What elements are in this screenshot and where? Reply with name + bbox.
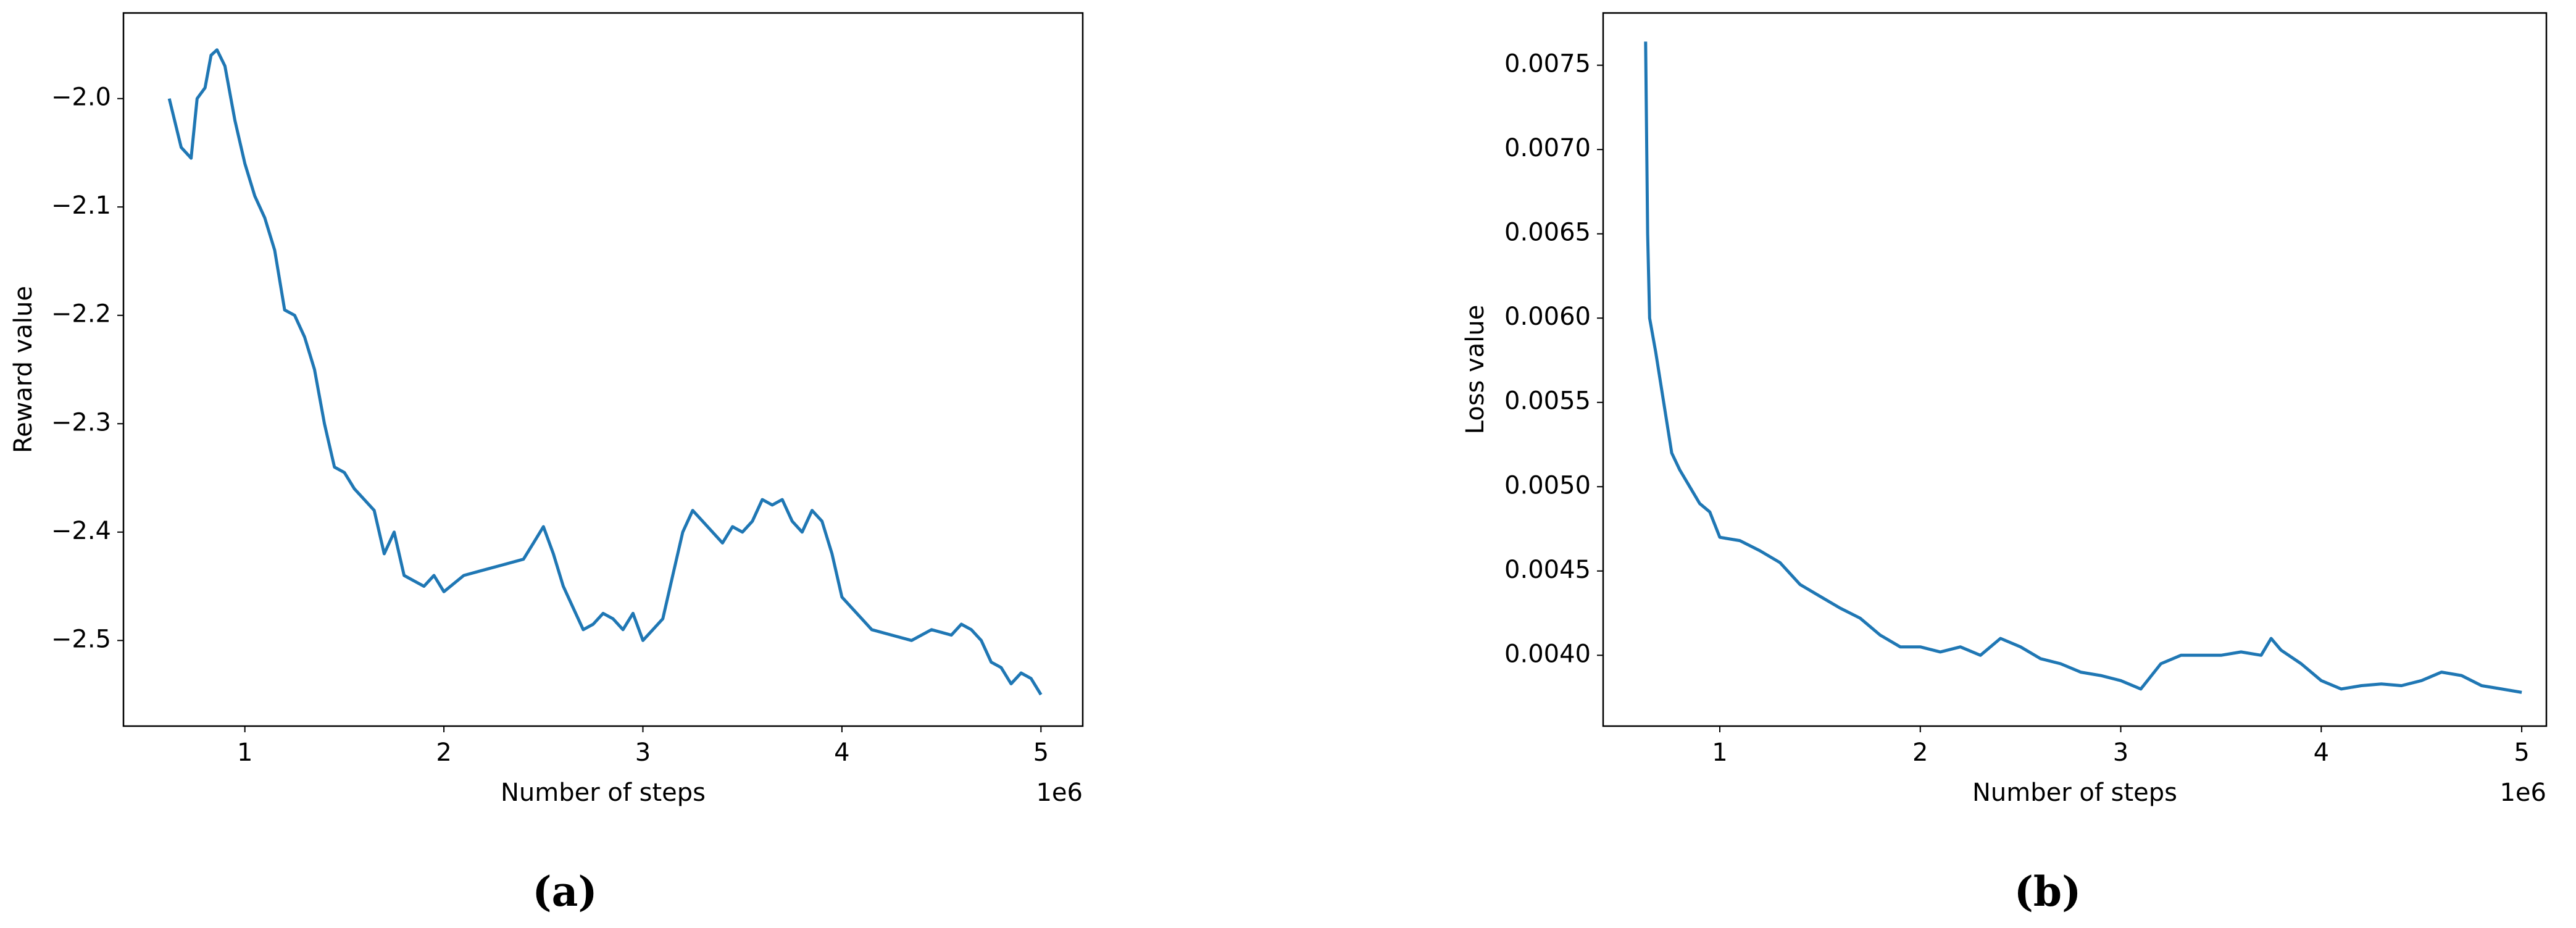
y-tick-label: 0.0055 <box>1504 387 1591 416</box>
x-offset-label: 1e6 <box>1036 779 1083 807</box>
axes-frame <box>1602 12 2548 727</box>
x-axis-label: Number of steps <box>501 779 706 807</box>
x-tick-label: 1 <box>1712 738 1727 767</box>
y-tick-label: 0.0050 <box>1504 471 1591 500</box>
x-tick-label: 2 <box>1912 738 1928 767</box>
x-tick-label: 2 <box>436 738 451 767</box>
caption: (b) <box>2014 867 2082 916</box>
data-line <box>167 48 1043 696</box>
y-tick-label: −2.5 <box>51 625 111 653</box>
x-tick-label: 4 <box>2314 738 2329 767</box>
y-tick-label: −2.4 <box>51 517 111 545</box>
y-axis-label: Loss value <box>1461 305 1490 435</box>
axes-frame <box>122 12 1084 727</box>
y-tick-label: −2.0 <box>51 83 111 112</box>
caption: (a) <box>532 867 597 916</box>
y-tick-label: 0.0045 <box>1504 556 1591 584</box>
x-tick-label: 4 <box>834 738 849 767</box>
x-tick-label: 3 <box>635 738 651 767</box>
y-tick-label: 0.0070 <box>1504 134 1591 162</box>
x-offset-label: 1e6 <box>2499 779 2546 807</box>
y-axis-label: Reward value <box>9 286 38 453</box>
x-tick-label: 1 <box>237 738 252 767</box>
y-tick-label: 0.0075 <box>1504 50 1591 78</box>
y-tick-label: 0.0065 <box>1504 219 1591 247</box>
y-tick-label: −2.2 <box>51 300 111 328</box>
x-axis-label: Number of steps <box>1972 779 2177 807</box>
y-tick-label: 0.0060 <box>1504 303 1591 331</box>
y-tick-label: 0.0040 <box>1504 640 1591 668</box>
data-line <box>1644 41 2522 694</box>
y-tick-label: −2.3 <box>51 408 111 437</box>
x-tick-label: 3 <box>2113 738 2128 767</box>
x-tick-label: 5 <box>2514 738 2529 767</box>
y-tick-label: −2.1 <box>51 191 111 220</box>
x-tick-label: 5 <box>1033 738 1049 767</box>
